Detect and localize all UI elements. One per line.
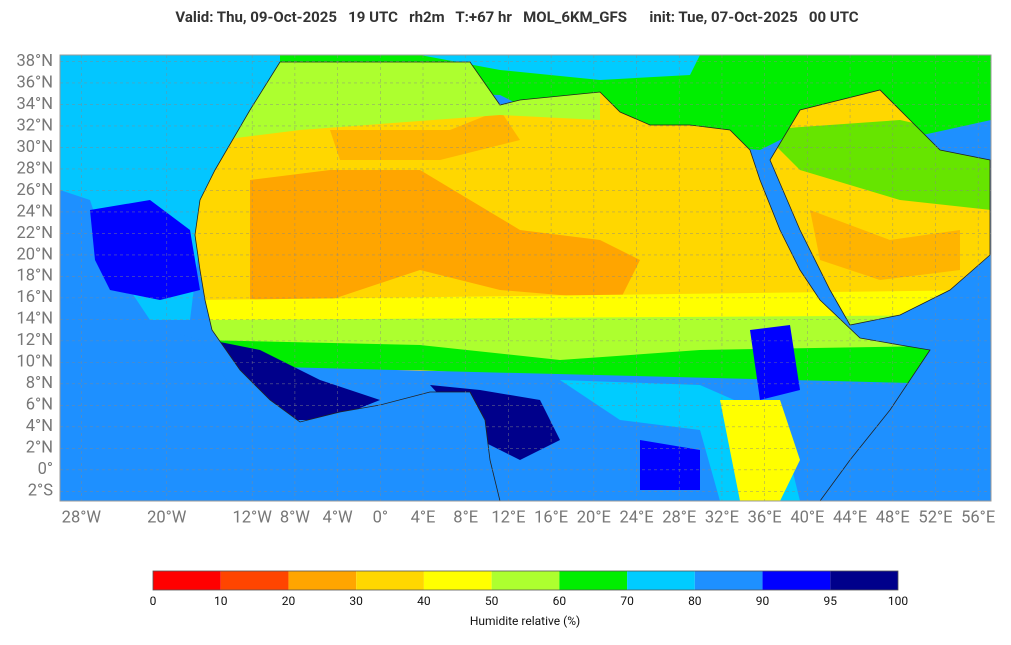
colorbar-tick-label: 20 [282,594,296,608]
colorbar-bin [153,571,221,590]
lon-label: 20°W [147,508,187,527]
lat-label: 22°N [17,224,53,243]
lat-label: 34°N [17,95,53,114]
lon-label: 4°E [411,508,436,527]
colorbar-bin [762,571,831,590]
colorbar-bin [694,571,763,590]
colorbar-tick-label: 0 [150,594,157,608]
colorbar-frame [152,570,899,591]
lat-label: 20°N [17,245,53,264]
lon-label: 28°W [62,508,102,527]
colorbar-bin [830,571,898,590]
title: Valid: Thu, 09-Oct-2025 19 UTC rh2m T:+6… [175,8,858,26]
lat-label: 0° [38,460,53,479]
lat-label: 26°N [17,181,53,200]
colorbar-tick-label: 30 [349,594,363,608]
lat-label: 18°N [17,267,53,286]
lon-label: 56°E [961,508,995,527]
lat-label: 2°S [28,482,53,501]
colorbar-tick-label: 70 [620,594,634,608]
lat-label: 32°N [17,116,53,135]
lon-label: 48°E [876,508,910,527]
lat-label: 4°N [26,417,53,436]
lon-label: 36°E [748,508,782,527]
colorbar-tick-label: 10 [214,594,228,608]
lat-label: 14°N [17,310,53,329]
lon-label: 12°E [491,508,525,527]
lat-label: 24°N [17,202,53,221]
lat-label: 38°N [17,52,53,71]
lon-label: 40°E [790,508,824,527]
lon-label: 16°E [534,508,568,527]
lon-label: 20°E [577,508,611,527]
lat-label: 28°N [17,159,53,178]
colorbar-bin [423,571,492,590]
colorbar-bin [559,571,628,590]
lon-label: 0° [373,508,388,527]
lon-label: 32°E [705,508,739,527]
lat-label: 30°N [17,138,53,157]
colorbar-tick-label: 40 [417,594,431,608]
lat-label: 12°N [17,331,53,350]
lon-label: 12°W [232,508,272,527]
colorbar-tick-label: 60 [553,594,567,608]
lat-label: 16°N [17,288,53,307]
graticule [60,55,991,501]
map-field [60,55,991,501]
lon-label: 28°E [662,508,696,527]
colorbar-tick-label: 50 [485,594,499,608]
colorbar-bin [491,571,560,590]
lat-label: 8°N [26,374,53,393]
lat-label: 2°N [26,439,53,458]
lon-label: 8°E [453,508,478,527]
colorbar-tick-label: 90 [756,594,770,608]
map-frame [59,54,992,502]
colorbar-label: Humidite relative (%) [470,614,580,628]
lat-label: 36°N [17,73,53,92]
lon-label: 24°E [619,508,653,527]
colorbar-bin [356,571,424,590]
lon-label: 44°E [833,508,867,527]
colorbar-bin [220,571,289,590]
colorbar-bin [288,571,357,590]
colorbar-tick-label: 95 [824,594,838,608]
lon-label: 8°W [280,508,310,527]
lat-label: 6°N [26,396,53,415]
colorbar-tick-label: 100 [888,594,908,608]
lon-label: 52°E [918,508,952,527]
lat-label: 10°N [17,353,53,372]
colorbar-bin [627,571,695,590]
colorbar-tick-label: 80 [688,594,702,608]
lon-label: 4°W [323,508,353,527]
